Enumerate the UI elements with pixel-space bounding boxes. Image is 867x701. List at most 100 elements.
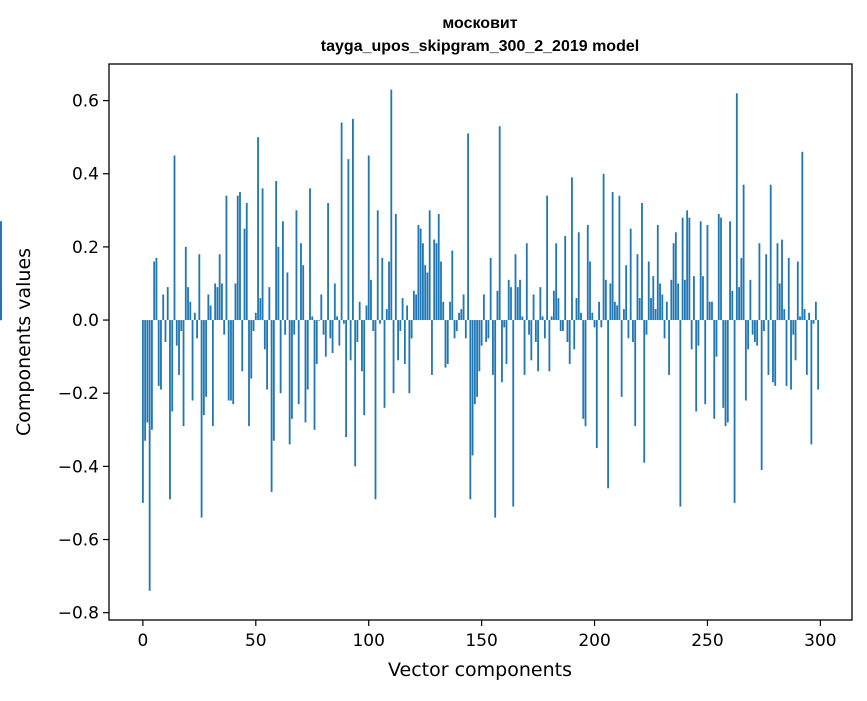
bar	[453, 320, 456, 339]
bar	[376, 210, 379, 321]
bar	[717, 213, 720, 321]
bar	[374, 320, 377, 500]
bar	[458, 312, 460, 321]
bar	[760, 320, 763, 471]
bar	[496, 290, 499, 321]
bar	[568, 320, 571, 364]
bar	[620, 320, 623, 397]
bar	[440, 261, 442, 321]
bar	[263, 320, 266, 350]
bar	[790, 320, 792, 390]
bar	[356, 320, 359, 342]
bar	[638, 298, 641, 321]
bar	[288, 320, 291, 445]
bar	[618, 195, 621, 321]
bar	[230, 320, 232, 401]
bar	[284, 320, 287, 335]
bar	[406, 305, 409, 321]
bar	[476, 320, 479, 397]
bar	[0, 287, 2, 321]
bar	[381, 257, 384, 321]
bar	[566, 320, 569, 342]
bar	[688, 217, 691, 321]
bar	[623, 309, 625, 321]
bar	[778, 283, 781, 321]
y-axis-ticks: −0.8 −0.6 −0.4 −0.2 0.0 0.2 0.4 0.6	[58, 92, 109, 624]
bar	[672, 243, 675, 321]
bar	[708, 301, 711, 321]
bar	[227, 320, 230, 401]
bar	[733, 320, 736, 503]
y-tick-label: 0.0	[72, 311, 99, 331]
y-tick-label: −0.4	[58, 457, 99, 477]
bar	[444, 320, 447, 368]
bar	[785, 320, 788, 386]
plot-area-frame	[108, 63, 853, 621]
bar	[370, 279, 372, 321]
bar	[663, 320, 666, 339]
y-tick-label: −0.8	[58, 604, 99, 624]
bar	[223, 320, 226, 335]
bar	[241, 320, 244, 372]
bar	[354, 320, 357, 467]
bar	[607, 320, 609, 489]
bar	[573, 320, 576, 350]
bar	[214, 283, 217, 321]
bar	[385, 309, 388, 321]
bar	[580, 312, 582, 321]
bar	[650, 298, 652, 321]
bar	[501, 320, 503, 383]
bar	[270, 320, 273, 492]
bar	[318, 320, 320, 321]
bar	[0, 316, 2, 321]
bar	[254, 312, 257, 321]
bar	[309, 188, 311, 321]
bar	[252, 320, 255, 332]
bar	[209, 305, 212, 321]
bar	[765, 254, 768, 321]
bar	[196, 320, 198, 339]
bar	[245, 203, 248, 321]
bar	[281, 221, 284, 321]
bar	[234, 283, 237, 321]
bar	[704, 320, 707, 405]
bar	[442, 301, 445, 321]
bar	[379, 320, 381, 324]
bar	[320, 294, 323, 321]
bar	[431, 320, 433, 375]
bar	[286, 272, 289, 321]
bar	[521, 316, 524, 321]
bar	[428, 210, 431, 321]
x-tick-label: 100	[352, 631, 384, 651]
bar	[166, 287, 169, 321]
bar	[577, 232, 580, 321]
bar	[643, 320, 646, 463]
bar	[372, 320, 375, 332]
bar	[715, 320, 718, 357]
bar	[300, 243, 302, 321]
bar	[388, 261, 390, 321]
bar	[275, 181, 278, 321]
bar	[187, 287, 189, 321]
bar	[810, 320, 813, 445]
bar	[291, 320, 293, 419]
bar	[218, 254, 221, 321]
bar	[747, 320, 750, 350]
bar	[279, 320, 282, 394]
bar	[394, 213, 397, 321]
y-tick-label: −0.2	[58, 384, 99, 404]
bar	[417, 224, 420, 321]
bar	[711, 301, 713, 321]
bar	[347, 159, 350, 321]
bar	[304, 320, 307, 423]
bar	[164, 320, 167, 342]
bar	[505, 320, 508, 364]
bar	[250, 320, 253, 379]
y-tick-label: −0.6	[58, 531, 99, 551]
bar	[151, 320, 153, 430]
bar	[336, 316, 338, 321]
bar	[805, 320, 808, 375]
bar	[525, 243, 528, 321]
bar	[758, 243, 761, 321]
